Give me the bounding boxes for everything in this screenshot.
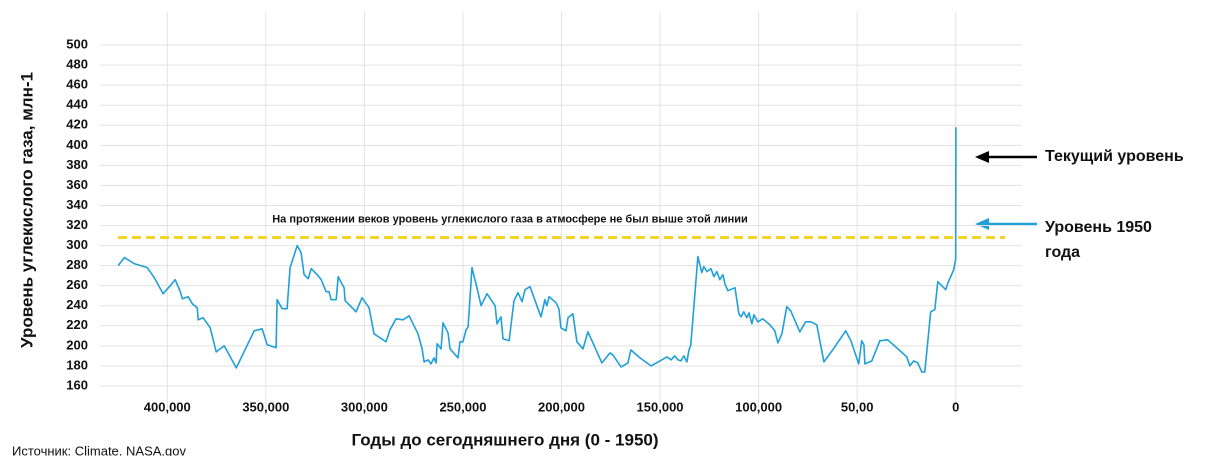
y-tick-label: 420 — [66, 117, 88, 132]
y-tick-label: 280 — [66, 257, 88, 272]
y-tick-label: 460 — [66, 77, 88, 92]
x-tick-label: 150,000 — [637, 399, 684, 414]
y-tick-label: 220 — [66, 317, 88, 332]
y-tick-label: 500 — [66, 36, 88, 51]
y-tick-label: 400 — [66, 137, 88, 152]
x-tick-label: 100,000 — [735, 399, 782, 414]
source: Источник: Climate. NASA.gov — [12, 443, 186, 456]
x-tick-label: 350,000 — [242, 399, 289, 414]
y-tick-label: 300 — [66, 237, 88, 252]
x-axis-label: Годы до сегодняшнего дня (0 - 1950) — [351, 430, 658, 449]
x-tick-label: 50,00 — [841, 399, 874, 414]
y-tick-label: 260 — [66, 277, 88, 292]
x-tick-label: 200,000 — [538, 399, 585, 414]
arrow-current — [975, 151, 1037, 163]
arrow-1950 — [975, 218, 1037, 230]
data-line — [117, 127, 957, 373]
annotation: Уровень 1950 — [1045, 219, 1152, 236]
x-tick-label: 0 — [952, 399, 959, 414]
y-tick-label: 440 — [66, 97, 88, 112]
y-axis-label: Уровень углекислого газа, млн-1 — [17, 72, 36, 348]
annotation: Текущий уровень — [1045, 148, 1184, 165]
annotation: года — [1045, 244, 1080, 261]
x-tick-label: 400,000 — [144, 399, 191, 414]
y-tick-label: 180 — [66, 357, 88, 372]
x-tick-label: 250,000 — [439, 399, 486, 414]
y-tick-label: 380 — [66, 157, 88, 172]
y-tick-label: 160 — [66, 377, 88, 392]
y-tick-label: 340 — [66, 197, 88, 212]
y-tick-label: 200 — [66, 337, 88, 352]
y-tick-label: 320 — [66, 217, 88, 232]
y-tick-label: 240 — [66, 297, 88, 312]
y-tick-label: 360 — [66, 177, 88, 192]
x-tick-label: 300,000 — [341, 399, 388, 414]
y-tick-label: 480 — [66, 57, 88, 72]
reference-label: На протяжении веков уровень углекислого … — [272, 213, 748, 225]
